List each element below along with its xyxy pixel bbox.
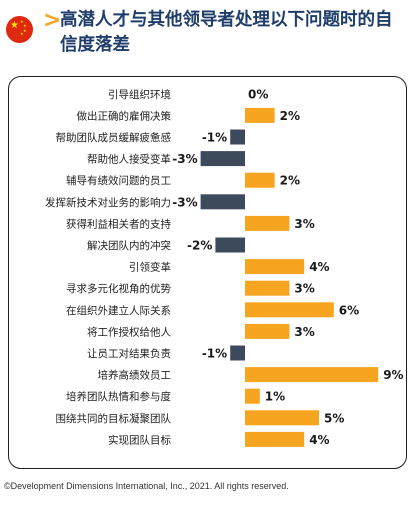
bar <box>245 259 305 275</box>
category-label: 解决团队内的冲突 <box>87 239 171 252</box>
category-label: 做出正确的雇佣决策 <box>77 109 172 122</box>
category-label: 帮助团队成员缓解疲惫感 <box>56 131 172 144</box>
category-label: 让员工对结果负责 <box>87 347 171 360</box>
bar <box>245 172 275 188</box>
china-flag-icon: ★ ★ ★ ★ ★ <box>6 16 33 43</box>
bar <box>245 302 334 318</box>
data-label: 9% <box>383 368 403 382</box>
data-label: 5% <box>324 411 344 425</box>
bar <box>245 280 290 296</box>
bar <box>215 237 245 253</box>
bar <box>245 367 379 383</box>
data-label: 0% <box>248 87 268 101</box>
chevron-right-icon: > <box>43 8 62 33</box>
bar <box>230 345 245 361</box>
category-label: 将工作授权给他人 <box>87 325 171 338</box>
data-label: 2% <box>280 109 300 123</box>
chart-panel: 引导组织环境 0% 做出正确的雇佣决策 2% 帮助团队成员缓解疲惫感 -1% 帮助他人接受变… <box>8 76 407 469</box>
data-label: 4% <box>309 433 329 447</box>
data-label: -3% <box>172 152 197 166</box>
category-label: 实现团队目标 <box>108 433 171 446</box>
chart-title: 高潜人才与其他领导者处理以下问题时的自信度落差 <box>60 10 393 55</box>
data-label: 1% <box>265 390 285 404</box>
category-label: 寻求多元化视角的优势 <box>66 282 171 295</box>
category-label: 培养团队热情和参与度 <box>66 390 171 403</box>
category-label: 培养高绩效员工 <box>98 369 172 382</box>
bar <box>200 151 245 167</box>
category-label: 围绕共同的目标凝聚团队 <box>56 412 172 425</box>
category-label: 获得利益相关者的支持 <box>66 217 171 230</box>
data-label: 2% <box>280 174 300 188</box>
bar-chart: 引导组织环境 0% 做出正确的雇佣决策 2% 帮助团队成员缓解疲惫感 -1% 帮助他人接受变… <box>45 87 404 447</box>
data-label: -1% <box>202 131 227 145</box>
bar <box>245 431 305 447</box>
bar <box>245 107 275 123</box>
bar <box>245 388 260 404</box>
category-label: 在组织外建立人际关系 <box>66 304 171 317</box>
data-label: 3% <box>294 217 314 231</box>
bar <box>245 215 290 231</box>
data-label: 3% <box>294 325 314 339</box>
data-label: -2% <box>187 239 212 253</box>
data-label: 4% <box>309 260 329 274</box>
bar <box>245 323 290 339</box>
bar <box>200 194 245 210</box>
category-label: 发挥新技术对业务的影响力 <box>45 196 171 209</box>
data-label: 6% <box>339 303 359 317</box>
category-label: 帮助他人接受变革 <box>87 153 171 166</box>
bar <box>245 410 319 426</box>
category-label: 引领变革 <box>129 261 171 274</box>
data-label: -1% <box>202 347 227 361</box>
copyright-footer: ©Development Dimensions International, I… <box>4 481 289 491</box>
data-label: 3% <box>294 282 314 296</box>
category-label: 引导组织环境 <box>108 88 171 101</box>
data-label: -3% <box>172 195 197 209</box>
category-label: 辅导有绩效问题的员工 <box>66 174 171 187</box>
bar <box>230 129 245 145</box>
